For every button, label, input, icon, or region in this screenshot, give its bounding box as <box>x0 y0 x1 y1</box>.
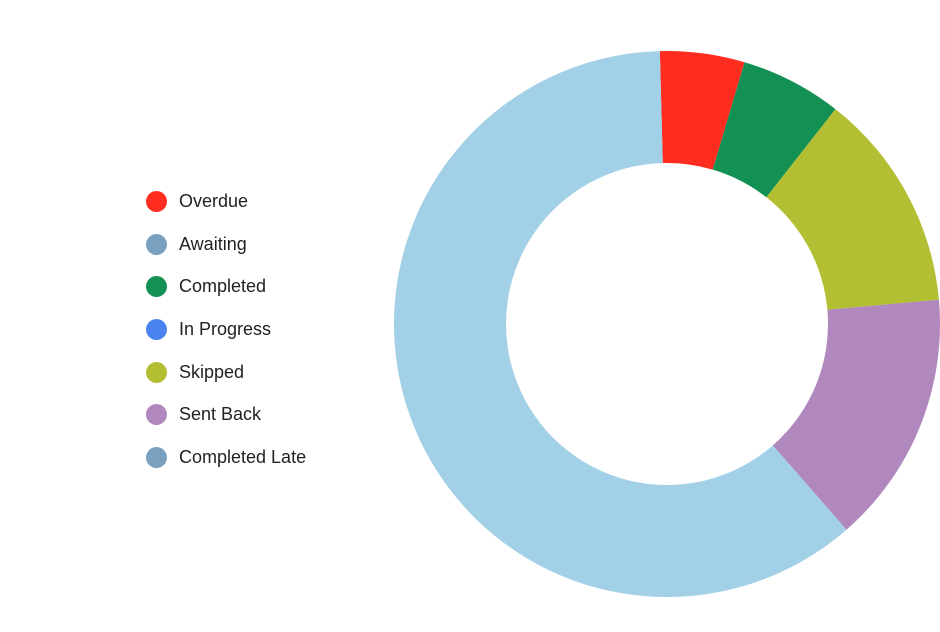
slice-completed-late[interactable] <box>393 51 847 597</box>
legend-swatch <box>146 233 167 255</box>
legend-item-skipped[interactable]: Skipped <box>146 351 306 394</box>
legend-item-completed[interactable]: Completed <box>146 265 306 308</box>
legend-swatch <box>146 276 167 298</box>
slice-completed[interactable] <box>712 62 836 198</box>
legend-item-overdue[interactable]: Overdue <box>146 180 306 223</box>
legend-swatch <box>146 404 167 426</box>
legend-label: Skipped <box>179 361 245 382</box>
legend-label: In Progress <box>179 318 272 339</box>
legend-label: Sent Back <box>179 404 262 425</box>
chart-legend: Overdue Awaiting Completed In Progress S… <box>146 180 306 479</box>
legend-label: Overdue <box>179 190 249 211</box>
legend-label: Completed Late <box>179 446 307 467</box>
legend-item-awaiting[interactable]: Awaiting <box>146 223 306 266</box>
legend-swatch <box>146 190 167 212</box>
slice-skipped[interactable] <box>766 109 939 310</box>
legend-label: Awaiting <box>179 233 247 254</box>
legend-label: Completed <box>179 276 267 297</box>
legend-swatch <box>146 446 167 468</box>
slice-sent-back[interactable] <box>772 299 940 530</box>
legend-item-in-progress[interactable]: In Progress <box>146 308 306 351</box>
legend-item-completed-late[interactable]: Completed Late <box>146 436 306 479</box>
slice-overdue[interactable] <box>659 51 745 170</box>
legend-swatch <box>146 361 167 383</box>
legend-item-sent-back[interactable]: Sent Back <box>146 393 306 436</box>
legend-swatch <box>146 318 167 340</box>
